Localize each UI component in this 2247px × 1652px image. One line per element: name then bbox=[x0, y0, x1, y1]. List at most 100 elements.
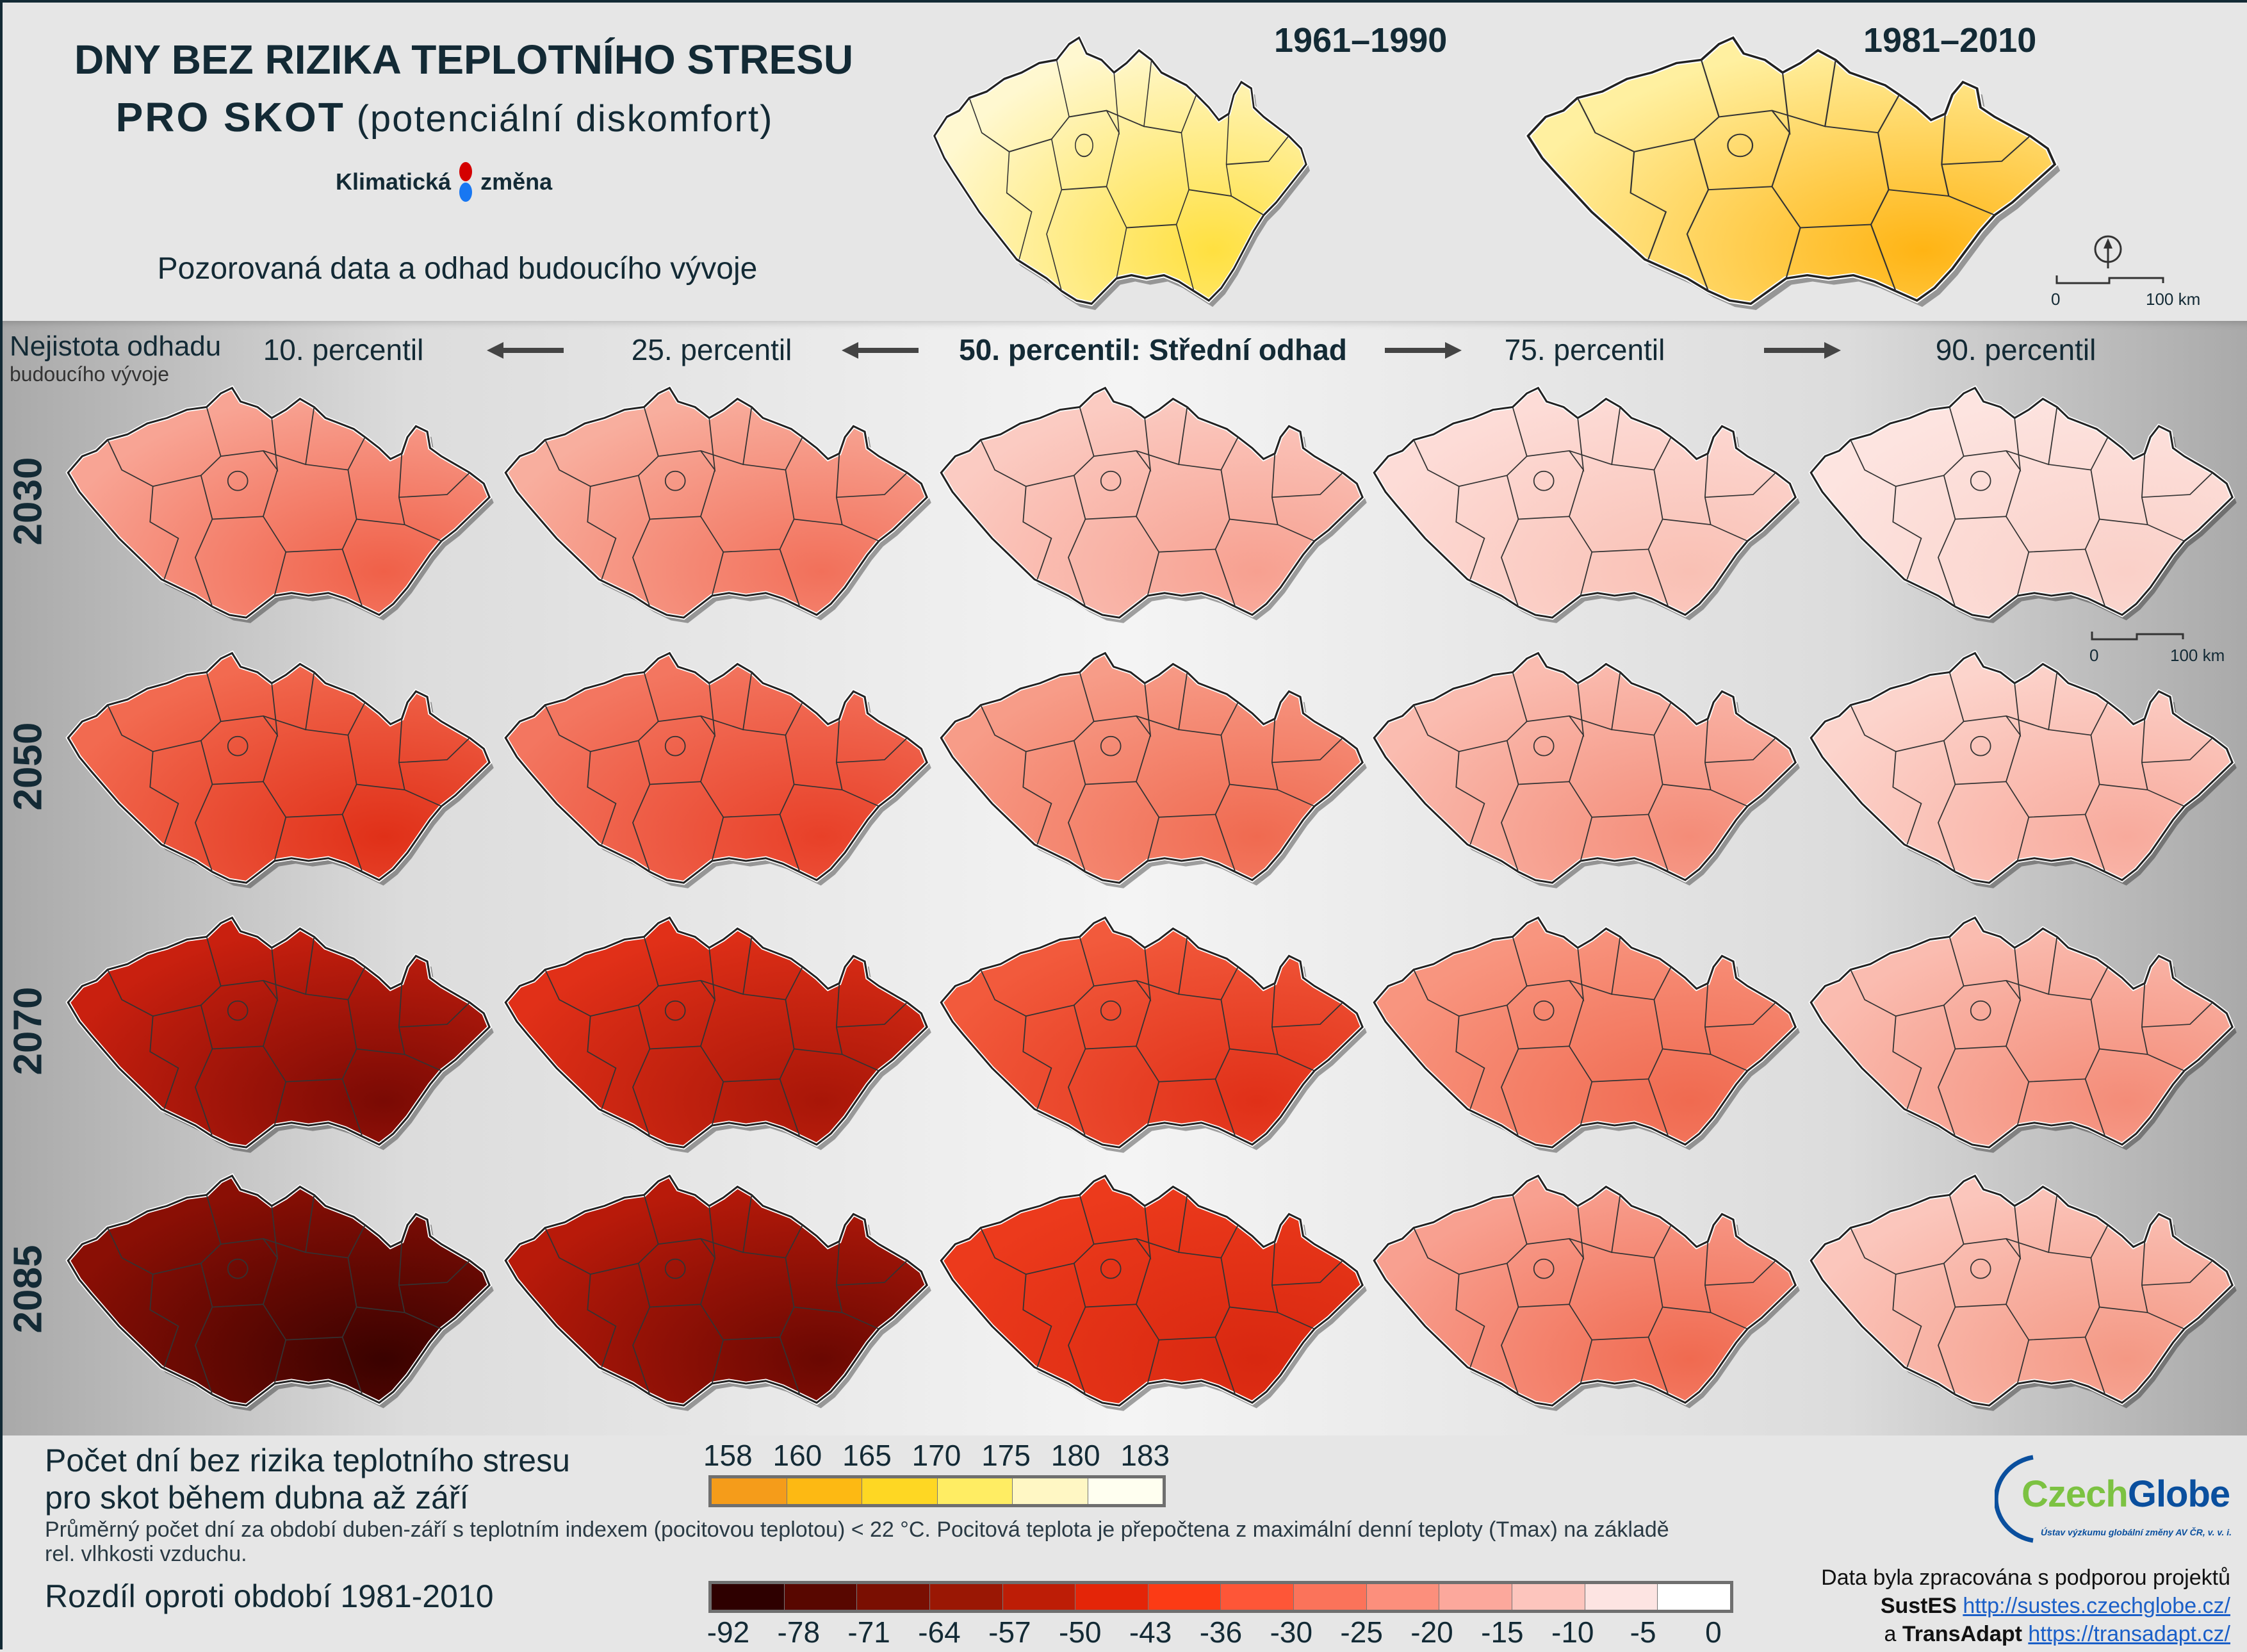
colorbar-swatch bbox=[1512, 1584, 1585, 1610]
logo-right-text: změna bbox=[480, 168, 553, 195]
title-bold: PRO SKOT bbox=[115, 94, 345, 140]
colorbar-swatch bbox=[1294, 1584, 1367, 1610]
tick-label: 160 bbox=[772, 1439, 822, 1472]
year-label-2070: 2070 bbox=[6, 986, 51, 1075]
cz-map bbox=[1517, 31, 2061, 311]
tick-label: 165 bbox=[842, 1439, 892, 1472]
scale-end: 100 km bbox=[2146, 290, 2201, 309]
tick-label: -25 bbox=[1340, 1615, 1383, 1649]
cz-map bbox=[497, 1170, 931, 1411]
column-header-p10: 10. percentil bbox=[263, 333, 424, 366]
map-2085-p90 bbox=[1802, 1170, 2238, 1414]
map-2050-p50 bbox=[933, 648, 1368, 891]
cz-map bbox=[1366, 1170, 1800, 1411]
transadapt-link[interactable]: https://transadapt.cz/ bbox=[2028, 1622, 2230, 1646]
colorbar-swatch bbox=[712, 1478, 787, 1504]
cz-map bbox=[1802, 382, 2237, 623]
map-2030-p10 bbox=[60, 382, 495, 626]
column-header-p25: 25. percentil bbox=[631, 333, 792, 366]
tick-label: -57 bbox=[988, 1615, 1031, 1649]
tick-label: 180 bbox=[1050, 1439, 1100, 1472]
colorbar-swatch bbox=[1585, 1584, 1658, 1610]
cz-map bbox=[1802, 1170, 2237, 1411]
tick-label: -30 bbox=[1270, 1615, 1313, 1649]
map-2030-p90 bbox=[1802, 382, 2238, 626]
cz-map bbox=[1802, 648, 2237, 888]
cz-map bbox=[933, 648, 1367, 888]
diff-legend-title: Rozdíl oproti období 1981-2010 bbox=[45, 1578, 494, 1614]
map-2030-p50 bbox=[933, 382, 1368, 626]
tick-label: -64 bbox=[918, 1615, 961, 1649]
year-label-2050: 2050 bbox=[6, 722, 51, 811]
map-2070-p25 bbox=[497, 912, 933, 1156]
credits: Data byla zpracována s podporou projektů… bbox=[1821, 1564, 2230, 1648]
column-header-p90: 90. percentil bbox=[1935, 333, 2096, 366]
cz-map bbox=[927, 31, 1311, 311]
observed-map-1981-2010 bbox=[1517, 31, 2062, 313]
arrow-right-icon bbox=[1764, 342, 1841, 359]
credit-line: Data byla zpracována s podporou projektů bbox=[1821, 1566, 2230, 1590]
cz-map bbox=[1366, 912, 1800, 1153]
north-arrow-icon bbox=[2094, 235, 2122, 268]
map-2085-p75 bbox=[1366, 1170, 1801, 1414]
map-2085-p10 bbox=[60, 1170, 495, 1414]
legend-panel: Počet dní bez rizika teplotního stresu p… bbox=[3, 1435, 2247, 1652]
colorbar-swatch bbox=[1088, 1478, 1163, 1504]
colorbar-swatch bbox=[1221, 1584, 1295, 1610]
title-line-2: PRO SKOT (potenciální diskomfort) bbox=[28, 94, 861, 141]
colorbar-swatch bbox=[1013, 1478, 1088, 1504]
map-2070-p75 bbox=[1366, 912, 1801, 1156]
colorbar-swatch bbox=[1002, 1584, 1076, 1610]
logo-blue: Globe bbox=[2127, 1473, 2230, 1515]
title-line-1: DNY BEZ RIZIKA TEPLOTNÍHO STRESU bbox=[74, 37, 854, 83]
colorbar-swatch bbox=[1075, 1584, 1148, 1610]
tick-label: -10 bbox=[1551, 1615, 1594, 1649]
scale-end: 100 km bbox=[2170, 646, 2225, 665]
colorbar-swatch bbox=[857, 1584, 930, 1610]
year-label-2085: 2085 bbox=[6, 1245, 51, 1334]
colorbar-swatch bbox=[1366, 1584, 1440, 1610]
map-2070-p10 bbox=[60, 912, 495, 1156]
cz-map bbox=[60, 648, 494, 888]
tick-label: 158 bbox=[703, 1439, 753, 1472]
map-2050-p75 bbox=[1366, 648, 1801, 891]
days-title-line1: Počet dní bez rizika teplotního stresu bbox=[45, 1443, 570, 1478]
header: DNY BEZ RIZIKA TEPLOTNÍHO STRESU PRO SKO… bbox=[3, 3, 2247, 321]
tick-label: -92 bbox=[707, 1615, 750, 1649]
tick-label: 183 bbox=[1120, 1439, 1170, 1472]
title-paren: (potenciální diskomfort) bbox=[356, 98, 774, 140]
cz-map bbox=[60, 1170, 494, 1411]
days-legend-title: Počet dní bez rizika teplotního stresu p… bbox=[45, 1442, 570, 1516]
scalebar-icon bbox=[2091, 632, 2184, 641]
project-sustes: SustES bbox=[1880, 1594, 1957, 1618]
colorbar-swatch bbox=[784, 1584, 858, 1610]
days-ticks: 158 160 165 170 175 180 183 bbox=[693, 1438, 1180, 1473]
map-2050-p25 bbox=[497, 648, 933, 891]
uncertainty-label: Nejistota odhadu budoucího vývoje bbox=[10, 331, 221, 386]
cz-map bbox=[60, 912, 494, 1153]
czechglobe-logo: CzechGlobe Ústav výzkumu globální změny … bbox=[1995, 1455, 2232, 1544]
colorbar-swatch bbox=[1148, 1584, 1222, 1610]
arrow-left-icon bbox=[487, 342, 564, 359]
diff-colorbar bbox=[708, 1581, 1733, 1613]
days-title-line2: pro skot během dubna až září bbox=[45, 1480, 469, 1516]
cz-map bbox=[933, 912, 1367, 1153]
map-2050-p10 bbox=[60, 648, 495, 891]
colorbar-swatch bbox=[712, 1584, 785, 1610]
map-2070-p90 bbox=[1802, 912, 2238, 1156]
tick-label: -71 bbox=[847, 1615, 890, 1649]
tick-label: -15 bbox=[1481, 1615, 1524, 1649]
drops-icon bbox=[459, 162, 473, 202]
project-transadapt: TransAdapt bbox=[1902, 1622, 2022, 1646]
credit-conjunction: a bbox=[1884, 1622, 1897, 1646]
tick-label: 0 bbox=[1705, 1615, 1722, 1649]
map-2030-p25 bbox=[497, 382, 933, 626]
map-2030-p75 bbox=[1366, 382, 1801, 626]
sustes-link[interactable]: http://sustes.czechglobe.cz/ bbox=[1963, 1594, 2230, 1618]
observed-map-1961-1990 bbox=[927, 31, 1311, 313]
cz-map bbox=[497, 648, 931, 888]
period-label: 1981–2010 bbox=[1863, 21, 2037, 60]
subtitle: Pozorovaná data a odhad budoucího vývoje bbox=[157, 252, 758, 286]
map-2085-p25 bbox=[497, 1170, 933, 1414]
cz-map bbox=[1802, 912, 2237, 1153]
